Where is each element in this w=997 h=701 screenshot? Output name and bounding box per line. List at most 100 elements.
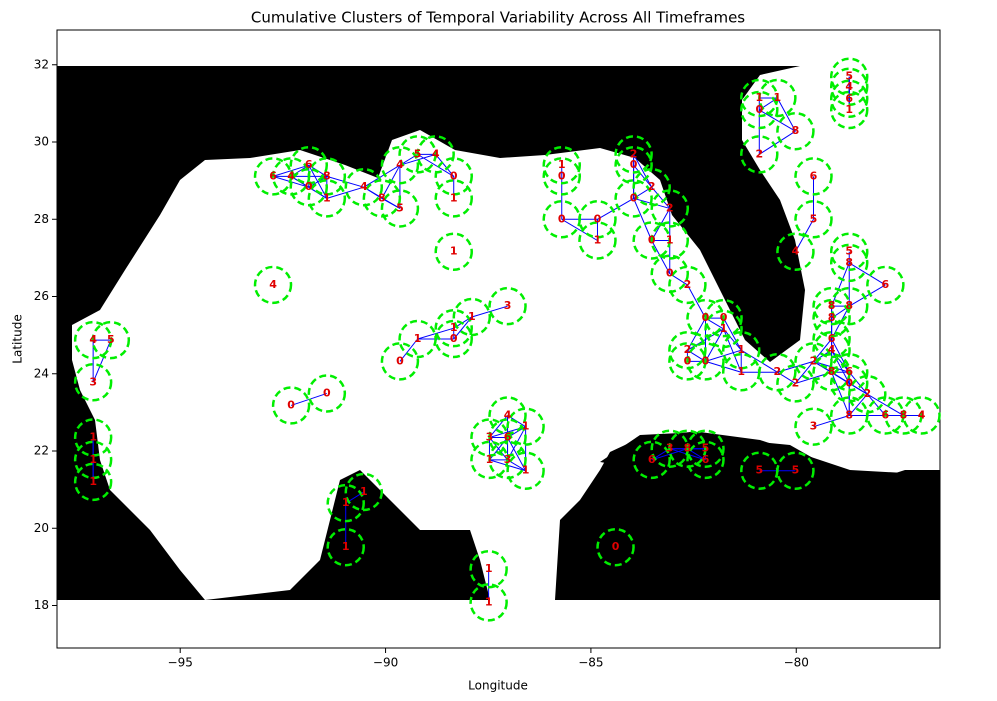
edge — [867, 393, 904, 416]
x-tick-label: −90 — [373, 656, 398, 670]
edge — [848, 262, 886, 286]
cluster-label: 8 — [845, 408, 853, 421]
y-tick-label: 20 — [34, 521, 49, 535]
cluster-marker — [91, 320, 131, 360]
cluster-marker — [73, 440, 113, 480]
cluster-label: 1 — [450, 321, 458, 334]
cluster-label: 1 — [755, 91, 763, 104]
edge — [723, 328, 742, 351]
edge — [866, 393, 886, 416]
cluster-label: 8 — [828, 365, 836, 378]
cluster-marker — [650, 221, 690, 260]
y-tick-label: 18 — [34, 598, 49, 612]
cluster-label: 5 — [396, 201, 404, 214]
y-tick-label: 30 — [34, 135, 49, 149]
cluster-label: 1 — [522, 464, 530, 477]
cluster-label: 0 — [287, 398, 295, 411]
edge — [831, 372, 850, 416]
cluster-marker — [73, 418, 113, 457]
cluster-marker — [542, 157, 581, 196]
y-axis-label: Latitude — [11, 314, 25, 363]
cluster-label: 1 — [414, 332, 422, 345]
edge — [597, 197, 634, 220]
sea — [72, 66, 940, 600]
cluster-label: 0 — [612, 540, 620, 553]
cluster-label: 6 — [845, 92, 853, 105]
cluster-label: 8 — [828, 311, 836, 324]
cluster-marker — [776, 111, 815, 151]
cluster-label: 4 — [918, 408, 926, 421]
cluster-marker — [668, 330, 707, 370]
edge — [435, 154, 455, 177]
cluster-label: 6 — [810, 169, 818, 182]
cluster-marker — [452, 297, 492, 337]
edge — [705, 317, 724, 330]
cluster-label: 0 — [666, 267, 674, 280]
cluster-marker — [488, 418, 527, 457]
cluster-label: 2 — [630, 147, 638, 160]
cluster-marker — [829, 79, 869, 119]
x-axis-label: Longitude — [468, 679, 528, 693]
cluster-label: 6 — [882, 408, 890, 421]
cluster-marker — [812, 319, 851, 359]
cluster-label: 0 — [755, 103, 763, 116]
cluster-label: 5 — [810, 212, 818, 225]
cluster-label: 1 — [323, 191, 331, 204]
y-tick-label: 32 — [34, 57, 49, 71]
cluster-marker — [686, 440, 725, 480]
edge — [848, 393, 868, 416]
cluster-marker — [578, 221, 617, 260]
cluster-label: 2 — [755, 147, 763, 160]
cluster-label: 8 — [684, 442, 692, 455]
cluster-label: 8 — [792, 124, 800, 137]
y-tick-label: 26 — [34, 289, 49, 303]
cluster-marker — [470, 440, 509, 480]
edge — [651, 186, 671, 209]
edge — [507, 437, 527, 471]
edge — [831, 262, 850, 307]
cluster-label: 5 — [702, 442, 710, 455]
cluster-label: 0 — [396, 354, 404, 367]
cluster-label: 6 — [845, 365, 853, 378]
cluster-label: 6 — [702, 453, 710, 466]
cluster-label: 0 — [558, 169, 566, 182]
cluster-marker — [902, 396, 941, 435]
cluster-marker — [794, 200, 833, 239]
cluster-label: 1 — [89, 430, 97, 443]
cluster-label: 0 — [450, 169, 458, 182]
cluster-label: 6 — [504, 430, 512, 443]
cluster-label: 6 — [648, 453, 656, 466]
cluster-label: 3 — [504, 299, 512, 312]
cluster-marker — [542, 145, 581, 185]
cluster-label: 5 — [845, 70, 853, 83]
cluster-label: 4 — [432, 147, 440, 160]
cluster-label: 1 — [89, 475, 97, 488]
cluster-marker — [884, 396, 923, 435]
cluster-label: 3 — [504, 453, 512, 466]
edge — [633, 154, 653, 188]
cluster-marker — [650, 189, 690, 228]
cluster-marker — [326, 483, 365, 523]
cluster-marker — [344, 167, 384, 207]
cluster-marker — [307, 179, 347, 218]
edge — [633, 198, 653, 241]
edge — [326, 175, 364, 188]
cluster-marker — [740, 90, 779, 130]
cluster-marker — [740, 135, 779, 174]
cluster-marker — [776, 451, 815, 490]
cluster-label: 2 — [684, 278, 692, 291]
cluster-marker — [434, 157, 473, 196]
cluster-label: 1 — [845, 103, 853, 116]
cluster-label: 6 — [269, 169, 277, 182]
cluster-label: 2 — [684, 343, 692, 356]
cluster-marker — [614, 179, 653, 218]
cluster-label: 3 — [486, 430, 494, 443]
cluster-label: 0 — [648, 234, 656, 247]
cluster-label: 1 — [594, 234, 602, 247]
cluster-marker — [758, 352, 797, 392]
y-tick-label: 24 — [34, 366, 49, 380]
edge — [848, 382, 868, 395]
edge — [831, 349, 850, 373]
cuba — [600, 432, 940, 600]
